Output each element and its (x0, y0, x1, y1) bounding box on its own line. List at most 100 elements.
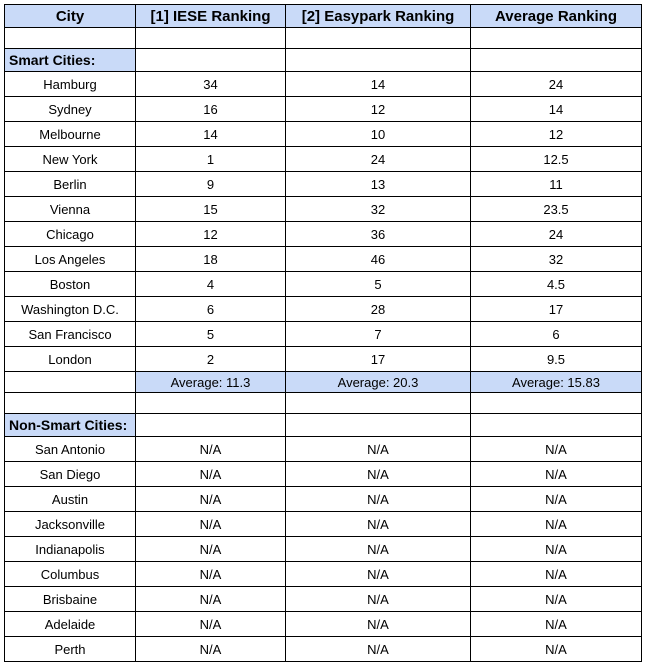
average-cell: 12 (470, 121, 642, 147)
average-cell: N/A (470, 486, 642, 512)
table-row: Berlin 9 13 11 (4, 171, 642, 197)
iese-cell: 1 (135, 146, 286, 172)
city-cell: San Francisco (4, 321, 136, 347)
city-cell: Columbus (4, 561, 136, 587)
table-row: Boston 4 5 4.5 (4, 271, 642, 297)
iese-cell: 18 (135, 246, 286, 272)
iese-cell: 15 (135, 196, 286, 222)
table-row: San Diego N/A N/A N/A (4, 461, 642, 487)
table-row: Vienna 15 32 23.5 (4, 196, 642, 222)
city-cell: San Antonio (4, 436, 136, 462)
average-cell: 24 (470, 71, 642, 97)
city-cell: Los Angeles (4, 246, 136, 272)
average-cell: 6 (470, 321, 642, 347)
average-cell: N/A (470, 511, 642, 537)
table-row: Brisbaine N/A N/A N/A (4, 586, 642, 612)
city-cell: San Diego (4, 461, 136, 487)
iese-cell: 12 (135, 221, 286, 247)
easypark-cell: 36 (285, 221, 471, 247)
easypark-cell: 46 (285, 246, 471, 272)
table-row: Indianapolis N/A N/A N/A (4, 536, 642, 562)
easypark-cell: N/A (285, 536, 471, 562)
iese-cell: 14 (135, 121, 286, 147)
city-cell: Brisbaine (4, 586, 136, 612)
easypark-cell: 14 (285, 71, 471, 97)
table-row: Washington D.C. 6 28 17 (4, 296, 642, 322)
average-cell: N/A (470, 611, 642, 637)
iese-cell: 2 (135, 346, 286, 372)
average-cell: 12.5 (470, 146, 642, 172)
table-row: San Antonio N/A N/A N/A (4, 436, 642, 462)
average-cell: 32 (470, 246, 642, 272)
average-cell: N/A (470, 461, 642, 487)
smart-cities-section-row: Smart Cities: (4, 48, 642, 72)
average-cell: 14 (470, 96, 642, 122)
iese-cell: N/A (135, 536, 286, 562)
iese-cell: 16 (135, 96, 286, 122)
table-row: Perth N/A N/A N/A (4, 636, 642, 662)
easypark-cell: N/A (285, 561, 471, 587)
easypark-cell: 7 (285, 321, 471, 347)
table-row: London 2 17 9.5 (4, 346, 642, 372)
table-row: New York 1 24 12.5 (4, 146, 642, 172)
iese-cell: 34 (135, 71, 286, 97)
easypark-cell: N/A (285, 511, 471, 537)
city-cell: Sydney (4, 96, 136, 122)
average-cell: N/A (470, 561, 642, 587)
easypark-cell: N/A (285, 586, 471, 612)
easypark-cell: 10 (285, 121, 471, 147)
city-cell: Indianapolis (4, 536, 136, 562)
city-cell: Vienna (4, 196, 136, 222)
average-easypark: Average: 20.3 (285, 371, 471, 393)
blank-row (4, 392, 642, 414)
city-cell: Chicago (4, 221, 136, 247)
table-row: Columbus N/A N/A N/A (4, 561, 642, 587)
easypark-cell: 5 (285, 271, 471, 297)
table-row: Austin N/A N/A N/A (4, 486, 642, 512)
blank-row (4, 27, 642, 49)
city-cell: Hamburg (4, 71, 136, 97)
easypark-cell: 13 (285, 171, 471, 197)
averages-row: Average: 11.3 Average: 20.3 Average: 15.… (4, 371, 642, 393)
table-row: Jacksonville N/A N/A N/A (4, 511, 642, 537)
easypark-cell: N/A (285, 486, 471, 512)
average-overall: Average: 15.83 (470, 371, 642, 393)
average-cell: 24 (470, 221, 642, 247)
iese-cell: N/A (135, 461, 286, 487)
average-cell: N/A (470, 436, 642, 462)
iese-cell: 9 (135, 171, 286, 197)
easypark-cell: N/A (285, 611, 471, 637)
table-row: San Francisco 5 7 6 (4, 321, 642, 347)
iese-cell: N/A (135, 586, 286, 612)
header-row: City [1] IESE Ranking [2] Easypark Ranki… (4, 4, 642, 28)
city-cell: Washington D.C. (4, 296, 136, 322)
city-cell: Berlin (4, 171, 136, 197)
iese-cell: 6 (135, 296, 286, 322)
city-cell: Austin (4, 486, 136, 512)
header-easypark-ranking: [2] Easypark Ranking (285, 4, 471, 28)
city-cell: Adelaide (4, 611, 136, 637)
average-iese: Average: 11.3 (135, 371, 286, 393)
city-cell: New York (4, 146, 136, 172)
table-row: Hamburg 34 14 24 (4, 71, 642, 97)
non-smart-cities-section-row: Non-Smart Cities: (4, 413, 642, 437)
header-average-ranking: Average Ranking (470, 4, 642, 28)
easypark-cell: N/A (285, 461, 471, 487)
average-cell: N/A (470, 586, 642, 612)
table-row: Melbourne 14 10 12 (4, 121, 642, 147)
city-cell: London (4, 346, 136, 372)
iese-cell: N/A (135, 561, 286, 587)
easypark-cell: 24 (285, 146, 471, 172)
easypark-cell: 32 (285, 196, 471, 222)
header-iese-ranking: [1] IESE Ranking (135, 4, 286, 28)
iese-cell: N/A (135, 436, 286, 462)
average-cell: N/A (470, 636, 642, 662)
iese-cell: N/A (135, 486, 286, 512)
ranking-table: City [1] IESE Ranking [2] Easypark Ranki… (4, 4, 642, 662)
header-city: City (4, 4, 136, 28)
table-row: Sydney 16 12 14 (4, 96, 642, 122)
easypark-cell: 17 (285, 346, 471, 372)
table-row: Adelaide N/A N/A N/A (4, 611, 642, 637)
non-smart-cities-label: Non-Smart Cities: (4, 413, 136, 437)
table-row: Los Angeles 18 46 32 (4, 246, 642, 272)
